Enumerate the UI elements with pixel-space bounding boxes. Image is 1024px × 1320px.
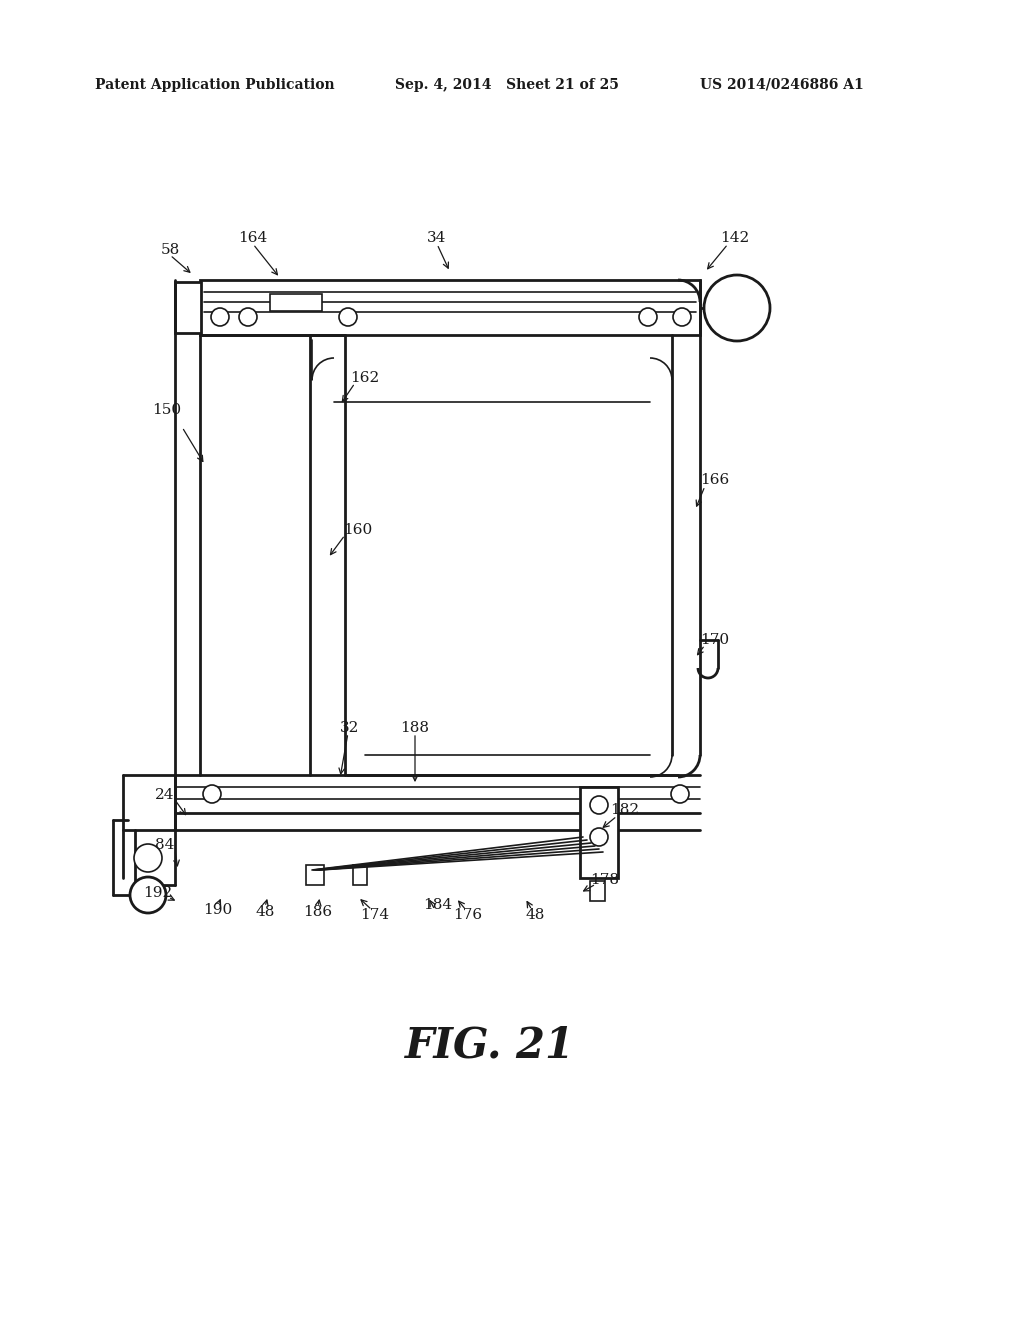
Text: 48: 48 <box>255 906 274 919</box>
Circle shape <box>134 843 162 873</box>
Circle shape <box>639 308 657 326</box>
Circle shape <box>239 308 257 326</box>
Text: 174: 174 <box>360 908 389 921</box>
Bar <box>270 294 322 312</box>
Text: 32: 32 <box>340 721 359 735</box>
Text: 166: 166 <box>700 473 730 487</box>
Circle shape <box>130 876 166 913</box>
Bar <box>580 787 618 878</box>
Circle shape <box>339 308 357 326</box>
Circle shape <box>590 796 608 814</box>
Bar <box>200 280 700 335</box>
Text: 162: 162 <box>350 371 380 385</box>
Circle shape <box>671 785 689 803</box>
Text: 192: 192 <box>143 886 173 900</box>
Circle shape <box>673 308 691 326</box>
Text: 142: 142 <box>720 231 750 246</box>
Text: 34: 34 <box>427 231 446 246</box>
Circle shape <box>705 275 770 341</box>
Text: 164: 164 <box>239 231 267 246</box>
Text: Sep. 4, 2014   Sheet 21 of 25: Sep. 4, 2014 Sheet 21 of 25 <box>395 78 618 92</box>
Text: 190: 190 <box>204 903 232 917</box>
Bar <box>353 865 367 884</box>
Bar <box>590 880 605 902</box>
Bar <box>175 282 201 333</box>
Text: 160: 160 <box>343 523 373 537</box>
Bar <box>306 865 324 884</box>
Text: FIG. 21: FIG. 21 <box>406 1024 575 1067</box>
Circle shape <box>203 785 221 803</box>
Text: 58: 58 <box>161 243 179 257</box>
Text: 176: 176 <box>454 908 482 921</box>
Text: 184: 184 <box>424 898 453 912</box>
Text: 188: 188 <box>400 721 429 735</box>
Text: 84: 84 <box>156 838 175 851</box>
Text: 48: 48 <box>525 908 545 921</box>
Text: US 2014/0246886 A1: US 2014/0246886 A1 <box>700 78 864 92</box>
Text: 182: 182 <box>610 803 640 817</box>
Text: 178: 178 <box>591 873 620 887</box>
Text: 170: 170 <box>700 634 729 647</box>
Text: 24: 24 <box>156 788 175 803</box>
Circle shape <box>590 828 608 846</box>
Text: Patent Application Publication: Patent Application Publication <box>95 78 335 92</box>
Text: 150: 150 <box>152 403 181 417</box>
Text: 186: 186 <box>303 906 333 919</box>
Circle shape <box>211 308 229 326</box>
